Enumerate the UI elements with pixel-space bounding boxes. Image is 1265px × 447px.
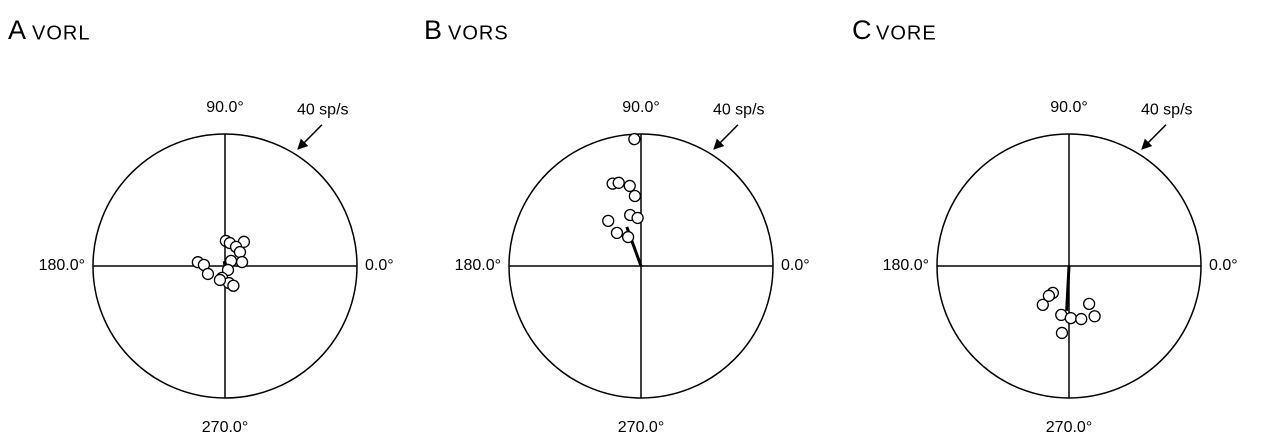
data-point [1042, 289, 1056, 302]
angle-label: 180.0° [455, 257, 501, 274]
range-label: 40 sp/s [297, 101, 349, 118]
annotation-arrow [297, 124, 323, 150]
data-point [233, 245, 247, 259]
range-label: 40 sp/s [1141, 101, 1193, 118]
angle-label: 270.0° [1046, 419, 1092, 436]
data-point [235, 255, 249, 269]
data-point [201, 267, 215, 281]
panel-letter: A [8, 15, 26, 45]
panel-letter: C [852, 15, 872, 45]
data-point [1075, 312, 1088, 326]
range-circle [936, 133, 1202, 399]
data-point [1064, 311, 1077, 325]
angle-label: 0.0° [365, 257, 394, 274]
data-point [612, 176, 625, 189]
data-point [1082, 297, 1096, 311]
annotation-arrow [713, 124, 739, 150]
angle-label: 270.0° [618, 419, 664, 436]
angle-label: 90.0° [622, 99, 660, 116]
panel-title: VORE [876, 22, 937, 44]
data-point [227, 279, 240, 292]
angle-label: 180.0° [883, 257, 929, 274]
angle-label: 180.0° [39, 257, 85, 274]
data-point [213, 273, 227, 287]
panel-letter: B [424, 15, 442, 45]
angle-label: 0.0° [781, 257, 810, 274]
data-point [631, 211, 644, 225]
angle-label: 270.0° [202, 419, 248, 436]
mean-vector [1065, 265, 1071, 311]
data-point [628, 132, 641, 146]
data-point [623, 179, 636, 193]
data-point [1036, 298, 1049, 311]
data-point [1055, 326, 1069, 340]
range-label: 40 sp/s [713, 101, 765, 118]
data-point [621, 230, 635, 244]
panel-title: VORL [32, 22, 90, 44]
panel-title: VORS [448, 22, 509, 44]
data-point [1088, 310, 1101, 323]
angle-label: 90.0° [1050, 99, 1088, 116]
range-circle [92, 133, 358, 399]
angle-label: 0.0° [1209, 257, 1238, 274]
range-circle [508, 133, 774, 399]
data-point [628, 189, 642, 203]
annotation-arrow [1141, 124, 1167, 150]
data-point [602, 214, 615, 228]
data-point [610, 226, 624, 240]
angle-label: 90.0° [206, 99, 244, 116]
